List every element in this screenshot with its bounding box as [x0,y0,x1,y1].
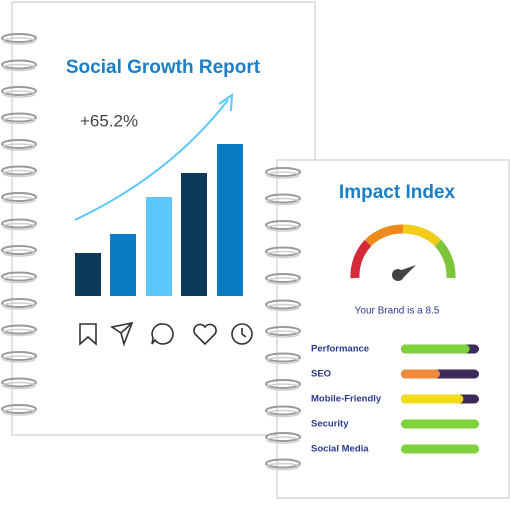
ring [1,165,37,176]
ring-front [266,250,300,259]
ring-front [266,409,300,418]
score-text: Your Brand is a 8.5 [355,306,440,317]
ring-front [2,169,36,178]
ring [265,326,301,336]
report-title: Social Growth Report [66,57,261,78]
clock-hands [241,328,247,338]
ring-front [2,381,36,390]
ring [265,352,301,363]
ring [1,351,37,361]
impact-title: Impact Index [339,182,456,203]
ring-front [266,303,300,312]
ring [265,379,301,389]
gauge-yellow [402,224,442,247]
metric-fill [401,444,479,454]
bar [181,173,207,296]
impact-notebook: Impact Index Your Brand is a 8.5 Perform… [265,159,510,499]
ring [265,246,301,257]
bar [110,234,136,296]
ring-front [2,63,36,72]
ring [1,271,37,282]
metric-label: SEO [311,369,331,380]
ring [1,377,37,388]
ring-front [2,37,36,45]
ring [1,139,37,149]
ring [265,432,301,442]
ring-front [266,171,300,179]
ring [265,167,301,177]
page [276,159,510,499]
gauge-orange [364,224,404,247]
ring [1,298,37,308]
gauge-green [434,239,456,279]
bar [146,197,172,296]
ring-front [266,277,300,285]
bar [217,144,243,296]
ring [1,192,37,202]
ring [1,33,37,43]
ring-front [2,355,36,363]
ring-front [2,222,36,231]
ring-front [266,436,300,444]
metric-label: Performance [311,344,369,355]
trend-arrow [74,99,229,221]
ring [265,299,301,310]
ring-front [2,302,36,310]
metric-label: Security [311,419,349,430]
ring [1,112,37,123]
heart-icon [193,323,217,346]
gauge [350,224,456,279]
metric-label: Mobile-Friendly [311,394,382,405]
clock-icon [231,323,253,345]
metric-fill [401,394,464,404]
gauge-red [350,239,372,279]
ring [1,324,37,335]
bar [75,253,101,296]
bookmark-icon [79,323,97,346]
gauge-hub [392,269,404,281]
ring-front [2,328,36,337]
ring-front [2,275,36,284]
ring [1,404,37,414]
ring [1,245,37,255]
ring [265,458,301,469]
arrow-head [218,93,234,112]
social-icons [79,321,253,347]
send-icon [109,321,134,347]
ring [265,220,301,230]
ring-front [266,224,300,232]
metric-fill [401,344,470,354]
spiral [1,33,37,416]
ring-front [266,462,300,471]
ring [265,405,301,416]
ring [1,218,37,229]
ring [265,273,301,283]
ring-front [266,197,300,206]
report-notebook: Social Growth Report +65.2% [1,1,316,436]
metric-fill [401,369,440,379]
ring-front [266,383,300,391]
metric-fill [401,419,479,429]
growth-value: +65.2% [80,111,138,130]
comment-icon [151,323,174,345]
ring [1,86,37,96]
ring [265,193,301,204]
ring-front [2,90,36,98]
ring-front [2,196,36,204]
ring-front [2,249,36,257]
ring [1,59,37,70]
ring-front [2,143,36,151]
ring-front [2,116,36,125]
metric-label: Social Media [311,444,369,455]
metrics: Performance SEO Mobile-Friendly Security Soc… [311,344,479,455]
ring-front [2,408,36,416]
ring-front [266,330,300,338]
ring-front [266,356,300,365]
spiral [265,167,301,471]
